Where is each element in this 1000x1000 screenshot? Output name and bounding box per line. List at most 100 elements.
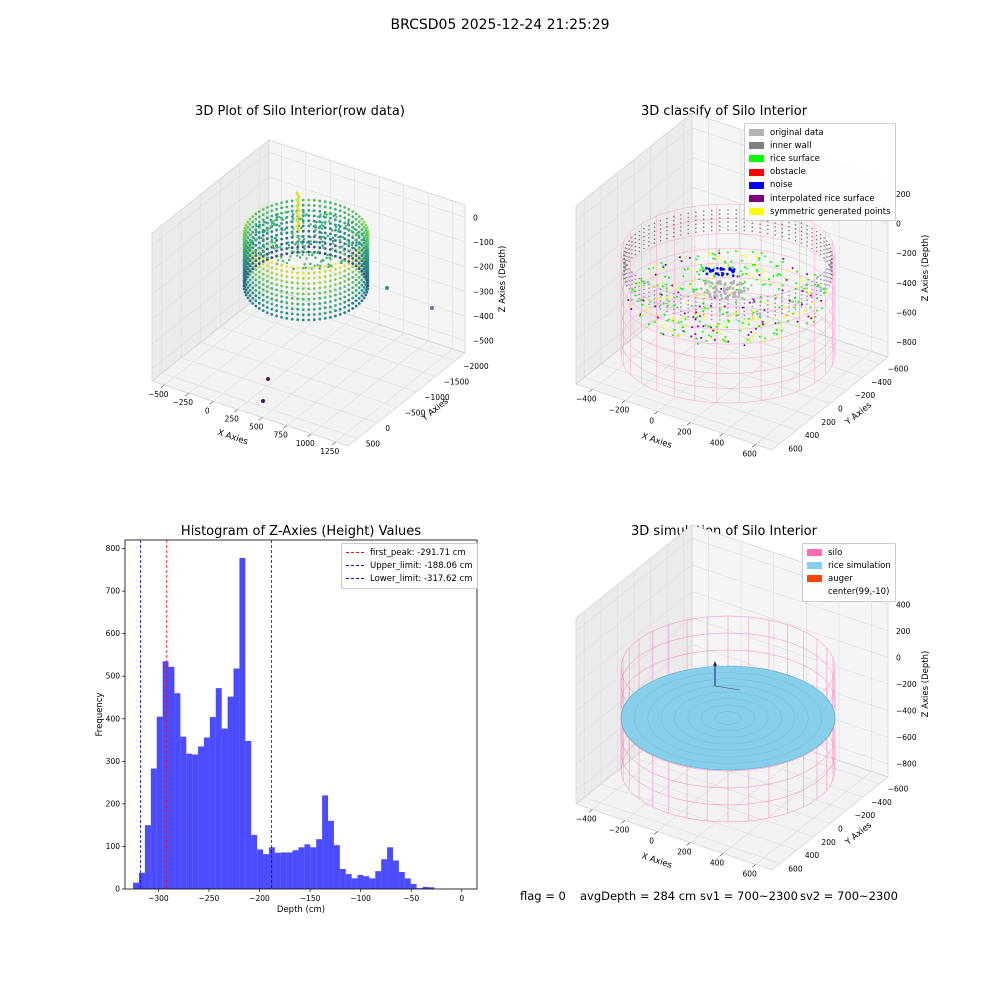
raw-data-point xyxy=(312,230,316,233)
raw-data-point xyxy=(338,302,342,306)
classified-point xyxy=(807,315,810,318)
inner-wall-point xyxy=(631,257,633,259)
p1-x-tick-label: −500 xyxy=(148,390,169,399)
classified-point xyxy=(763,268,766,271)
raw-data-point xyxy=(280,274,283,278)
classified-point xyxy=(653,321,656,324)
raw-data-point xyxy=(296,245,300,249)
raw-data-point xyxy=(297,234,300,238)
inner-wall-point xyxy=(823,249,825,251)
raw-data-point xyxy=(302,221,305,224)
classified-point xyxy=(716,329,719,332)
raw-data-point xyxy=(244,249,248,253)
original-data-point xyxy=(738,281,742,285)
raw-data-point xyxy=(347,257,351,260)
raw-data-point xyxy=(297,209,301,213)
classified-point xyxy=(763,309,766,311)
legend-label: interpolated rice surface xyxy=(770,193,875,204)
p1-x-tick-mark xyxy=(160,384,165,389)
p4-y-tick-label: 0 xyxy=(838,825,843,834)
raw-data-point xyxy=(290,276,294,279)
raw-data-point xyxy=(321,244,324,247)
inner-wall-point xyxy=(666,229,668,232)
classified-point xyxy=(753,332,756,335)
classified-point xyxy=(699,269,702,272)
raw-data-point xyxy=(248,294,252,297)
raw-data-point xyxy=(354,259,358,263)
raw-data-point xyxy=(329,300,332,304)
classified-point xyxy=(690,335,693,338)
inner-wall-point xyxy=(626,255,628,258)
raw-data-point xyxy=(331,242,335,245)
classified-point xyxy=(735,250,737,252)
inner-wall-point xyxy=(643,227,645,230)
inner-wall-point xyxy=(815,230,818,233)
inner-wall-point xyxy=(643,235,645,238)
raw-data-point xyxy=(355,241,358,244)
classified-point xyxy=(751,335,754,338)
raw-data-point xyxy=(334,223,337,227)
raw-data-point xyxy=(343,311,347,314)
inner-wall-point xyxy=(638,293,641,296)
inner-wall-point xyxy=(819,237,822,240)
inner-wall-point xyxy=(819,241,822,244)
original-data-point xyxy=(719,282,723,286)
raw-data-point xyxy=(365,262,369,266)
classified-point xyxy=(755,327,757,330)
raw-data-point xyxy=(343,216,347,220)
raw-data-point xyxy=(357,262,361,265)
raw-data-point xyxy=(275,207,278,211)
raw-data-point xyxy=(362,296,366,300)
raw-data-point xyxy=(323,301,327,305)
classified-point xyxy=(714,258,717,260)
raw-data-point xyxy=(323,200,327,204)
inner-wall-point xyxy=(830,254,833,257)
raw-data-point xyxy=(323,296,327,299)
raw-data-point xyxy=(334,283,337,287)
raw-data-point xyxy=(360,259,364,263)
raw-data-point xyxy=(312,281,316,285)
classified-point xyxy=(710,328,713,331)
inner-wall-point xyxy=(666,225,668,228)
inner-wall-point xyxy=(624,255,627,257)
raw-data-point xyxy=(362,257,366,260)
inner-wall-point xyxy=(719,315,721,317)
status-sv2: sv2 = 700~2300 xyxy=(800,889,898,903)
inner-wall-point xyxy=(631,271,633,274)
raw-data-point xyxy=(280,231,283,234)
raw-data-point xyxy=(246,257,250,260)
classified-point xyxy=(803,287,806,290)
inner-wall-point xyxy=(643,296,645,299)
classified-point xyxy=(793,306,795,309)
classified-point xyxy=(758,335,761,338)
raw-data-point xyxy=(338,281,342,285)
p4-grid-line xyxy=(633,757,831,824)
inner-wall-point xyxy=(759,317,761,319)
inner-wall-point xyxy=(659,220,662,222)
classify-legend: original data inner wall rice surface ob… xyxy=(744,123,896,222)
raw-data-point xyxy=(304,266,307,269)
classified-point xyxy=(700,336,703,339)
raw-data-point xyxy=(296,266,300,270)
raw-data-point xyxy=(343,247,347,251)
classified-point xyxy=(676,333,679,336)
classified-point xyxy=(717,256,720,258)
raw-data-point xyxy=(258,241,261,245)
classified-point xyxy=(774,296,777,299)
inner-wall-point xyxy=(680,310,682,312)
classified-point xyxy=(705,288,708,291)
raw-data-point xyxy=(357,225,361,229)
raw-data-point xyxy=(275,202,278,206)
classified-point xyxy=(717,322,720,325)
raw-data-point xyxy=(338,235,342,239)
classified-point xyxy=(641,303,644,306)
original-data-point xyxy=(738,288,741,292)
legend-swatch xyxy=(749,195,764,203)
inner-wall-point xyxy=(680,218,682,220)
raw-data-point xyxy=(259,253,262,256)
classified-point xyxy=(712,252,715,255)
inner-wall-point xyxy=(626,247,628,250)
original-data-point xyxy=(731,287,735,290)
raw-data-point xyxy=(278,224,281,228)
p4-x-tick-mark xyxy=(751,864,756,868)
